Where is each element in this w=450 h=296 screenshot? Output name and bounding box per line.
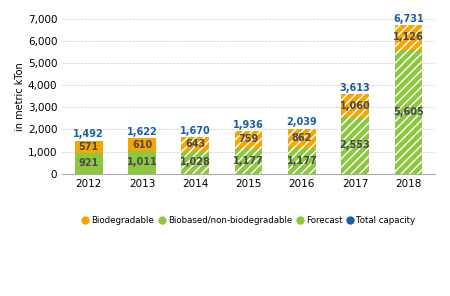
Bar xyxy=(341,94,369,117)
Legend: Biodegradable, Biobased/non-biodegradable, Forecast, Total capacity: Biodegradable, Biobased/non-biodegradabl… xyxy=(82,216,415,225)
Bar xyxy=(341,117,369,174)
Bar xyxy=(235,148,262,174)
Bar xyxy=(75,141,103,153)
Bar xyxy=(181,151,209,174)
Text: 1,011: 1,011 xyxy=(126,157,158,168)
Bar xyxy=(75,153,103,174)
Bar xyxy=(395,25,422,50)
Text: 1,028: 1,028 xyxy=(180,157,211,167)
Text: 759: 759 xyxy=(238,134,259,144)
Bar xyxy=(288,128,316,148)
Text: 1,936: 1,936 xyxy=(233,120,264,130)
Text: 571: 571 xyxy=(79,142,99,152)
Text: 1,670: 1,670 xyxy=(180,126,211,136)
Bar xyxy=(235,131,262,148)
Text: 610: 610 xyxy=(132,140,152,149)
Text: 862: 862 xyxy=(292,133,312,143)
Text: 1,060: 1,060 xyxy=(340,101,370,110)
Text: 5,605: 5,605 xyxy=(393,107,424,117)
Text: 1,492: 1,492 xyxy=(73,129,104,139)
Y-axis label: in metric kTon: in metric kTon xyxy=(15,62,25,131)
Bar xyxy=(128,138,156,151)
Text: 1,177: 1,177 xyxy=(287,156,317,166)
Text: 1,177: 1,177 xyxy=(233,156,264,166)
Text: 6,731: 6,731 xyxy=(393,14,424,24)
Bar xyxy=(395,50,422,174)
Text: 2,553: 2,553 xyxy=(340,141,370,150)
Text: 643: 643 xyxy=(185,139,206,149)
Text: 1,622: 1,622 xyxy=(126,127,158,137)
Text: 921: 921 xyxy=(79,158,99,168)
Bar xyxy=(181,137,209,151)
Bar xyxy=(288,148,316,174)
Bar xyxy=(128,151,156,174)
Text: 2,039: 2,039 xyxy=(287,118,317,127)
Text: 3,613: 3,613 xyxy=(340,83,370,93)
Text: 1,126: 1,126 xyxy=(393,32,424,42)
